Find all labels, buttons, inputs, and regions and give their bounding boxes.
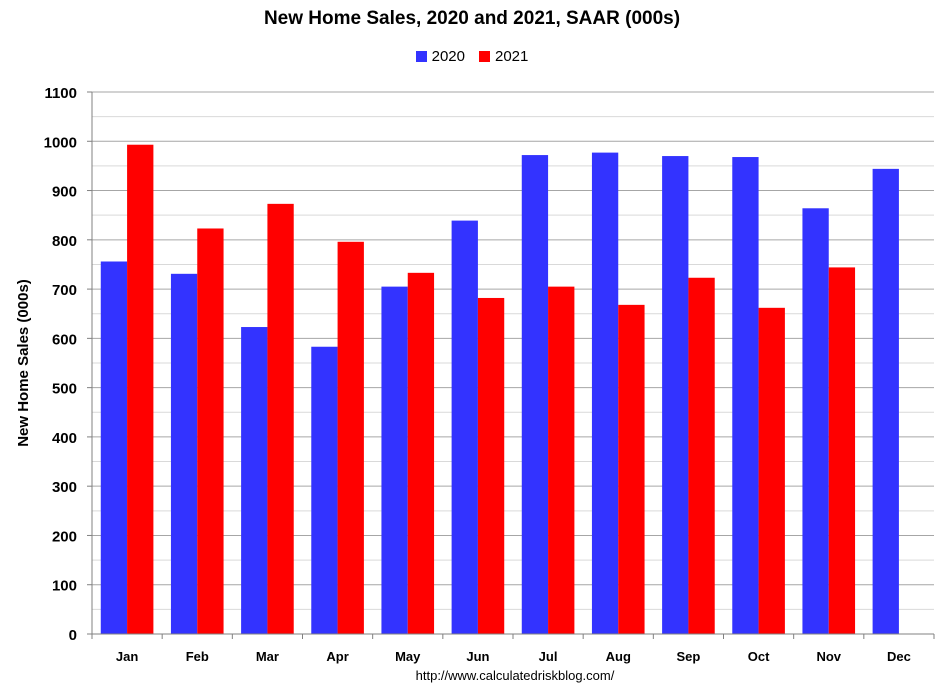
- x-tick-label: Mar: [256, 649, 279, 664]
- bar-2020-sep: [662, 156, 689, 634]
- y-tick-label: 0: [69, 627, 77, 644]
- y-axis-label: New Home Sales (000s): [15, 279, 32, 447]
- bar-2020-oct: [732, 157, 759, 635]
- bar-2020-jan: [100, 261, 128, 634]
- bar-2021-may: [407, 272, 435, 634]
- legend-label-2021: 2021: [495, 48, 529, 65]
- y-tick-label: 900: [52, 184, 77, 201]
- x-tick-label: Jun: [466, 649, 489, 664]
- bar-2020-nov: [802, 208, 829, 634]
- legend-item-2020: 2020: [415, 48, 465, 65]
- bar-2021-apr: [337, 241, 364, 634]
- x-tick-label: Jan: [116, 649, 138, 664]
- bar-2020-may: [381, 286, 408, 634]
- bar-2021-oct: [758, 307, 785, 634]
- bar-2020-jun: [451, 220, 478, 635]
- bar-2021-jul: [548, 286, 575, 634]
- bar-2021-aug: [618, 304, 645, 634]
- bar-2020-aug: [591, 152, 619, 634]
- bar-2020-dec: [872, 168, 899, 634]
- chart-title: New Home Sales, 2020 and 2021, SAAR (000…: [263, 8, 681, 29]
- x-tick-label: Feb: [186, 649, 209, 664]
- bar-2020-apr: [311, 346, 338, 634]
- legend: 2020 2021: [0, 48, 944, 65]
- x-tick-label: Oct: [748, 649, 770, 664]
- y-tick-label: 600: [52, 331, 77, 348]
- x-tick-label: May: [395, 649, 421, 664]
- y-tick-label: 700: [52, 282, 77, 299]
- y-tick-label: 1100: [44, 85, 77, 102]
- y-tick-label: 500: [52, 381, 77, 398]
- source-url[interactable]: http://www.calculatedriskblog.com/: [415, 668, 615, 683]
- x-tick-label: Apr: [326, 649, 348, 664]
- bar-2021-sep: [688, 277, 715, 634]
- x-tick-label: Sep: [676, 649, 700, 664]
- bar-2021-feb: [197, 228, 224, 634]
- y-tick-label: 200: [52, 528, 77, 545]
- legend-label-2020: 2020: [431, 48, 465, 65]
- bar-2021-jan: [127, 144, 154, 635]
- y-tick-label: 300: [52, 479, 77, 496]
- y-tick-label: 400: [52, 430, 77, 447]
- x-tick-label: Dec: [887, 649, 911, 664]
- bar-2020-feb: [170, 273, 198, 634]
- x-tick-label: Jul: [539, 649, 558, 664]
- bar-2020-mar: [241, 327, 268, 634]
- legend-swatch-2020: [415, 51, 427, 62]
- bar-2021-nov: [828, 267, 856, 634]
- y-tick-label: 100: [52, 578, 77, 595]
- legend-swatch-2021: [479, 51, 490, 62]
- x-tick-label: Nov: [816, 649, 841, 664]
- bar-2021-jun: [477, 297, 505, 634]
- x-tick-label: Aug: [606, 649, 631, 664]
- bar-2020-jul: [521, 155, 549, 634]
- y-tick-label: 800: [52, 233, 77, 250]
- legend-item-2021: 2021: [479, 48, 528, 65]
- bar-2021-mar: [267, 203, 294, 634]
- y-tick-label: 1000: [44, 134, 77, 151]
